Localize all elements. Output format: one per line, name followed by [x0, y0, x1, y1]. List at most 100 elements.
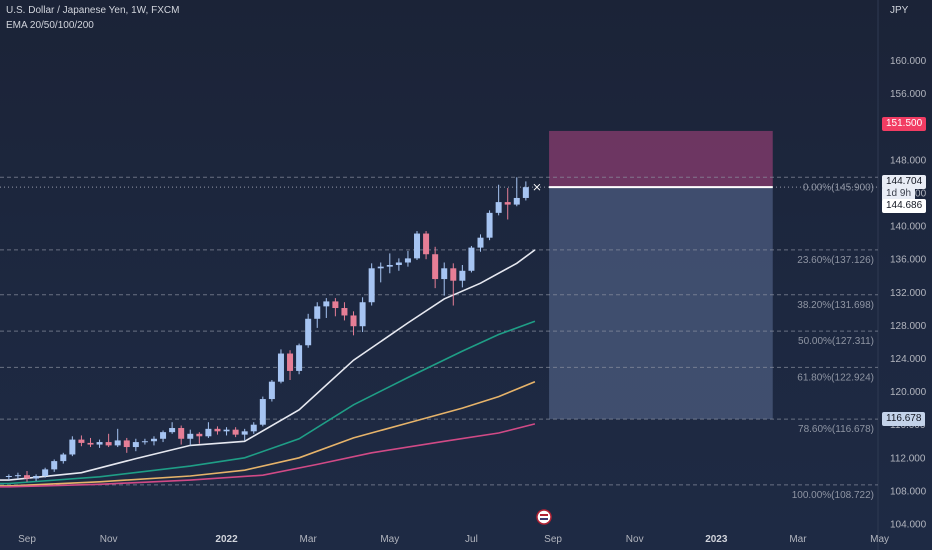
price-axis-tick-label: 156.000: [890, 89, 927, 100]
candle-body[interactable]: [141, 441, 148, 443]
time-axis-tick-label: Sep: [544, 534, 562, 545]
candle-body[interactable]: [277, 353, 284, 382]
indicator-legend[interactable]: EMA 20/50/100/200: [6, 20, 94, 31]
time-axis-tick-label: Jul: [465, 534, 478, 545]
candle-body[interactable]: [296, 345, 303, 371]
time-axis-tick-label: Nov: [626, 534, 644, 545]
ema-50-line[interactable]: [0, 320, 536, 485]
ema-20-line[interactable]: [0, 249, 536, 481]
cursor-marker-icon: [533, 183, 541, 191]
candle-body[interactable]: [314, 306, 321, 319]
candle-body[interactable]: [513, 197, 520, 205]
risk-zone[interactable]: [549, 130, 773, 188]
candle-body[interactable]: [377, 266, 384, 269]
candle-body[interactable]: [150, 438, 157, 442]
candle-body[interactable]: [259, 399, 266, 425]
ema-100-line[interactable]: [0, 380, 536, 487]
candle-body[interactable]: [123, 440, 130, 448]
fib-level-label: 100.00%(108.722): [792, 490, 874, 501]
candle-body[interactable]: [232, 429, 239, 435]
bar-countdown-tag: 1d 9h: [882, 187, 916, 201]
price-axis-tick-label: 112.000: [890, 453, 926, 464]
take-profit-price-tag: 116.678: [882, 412, 926, 426]
candle-body[interactable]: [423, 233, 430, 255]
time-axis-tick-label: Mar: [789, 534, 807, 545]
candle-body[interactable]: [60, 454, 67, 462]
candle-body[interactable]: [368, 268, 375, 303]
candle-body[interactable]: [341, 308, 348, 316]
candle-body[interactable]: [459, 270, 466, 281]
candle-body[interactable]: [78, 439, 85, 443]
candle-body[interactable]: [386, 264, 393, 267]
price-axis-tick-label: 128.000: [890, 321, 927, 332]
reward-zone[interactable]: [549, 187, 773, 420]
price-axis-tick-label: 132.000: [890, 288, 927, 299]
chart-title: U.S. Dollar / Japanese Yen, 1W, FXCM: [6, 5, 180, 16]
candle-body[interactable]: [468, 247, 475, 271]
flag-stripe-icon: [539, 514, 548, 516]
stop-loss-price-tag: 151.500: [882, 117, 927, 131]
candle-body[interactable]: [14, 475, 21, 477]
candle-body[interactable]: [24, 475, 30, 479]
candle-body[interactable]: [395, 262, 402, 265]
candle-body[interactable]: [96, 442, 103, 445]
candle-body[interactable]: [196, 433, 203, 437]
candle-body[interactable]: [432, 254, 439, 280]
candle-body[interactable]: [287, 353, 294, 371]
candle-body[interactable]: [223, 429, 230, 432]
economic-event-icon[interactable]: [536, 509, 552, 525]
candle-body[interactable]: [350, 315, 357, 327]
candle-body[interactable]: [169, 428, 176, 433]
candle-body[interactable]: [51, 461, 58, 470]
candle-body[interactable]: [404, 258, 411, 263]
candle-body[interactable]: [332, 301, 339, 309]
candle-body[interactable]: [450, 268, 457, 281]
candle-body[interactable]: [105, 442, 112, 446]
candle-body[interactable]: [160, 432, 167, 439]
candle-body[interactable]: [414, 233, 421, 259]
candle-body[interactable]: [250, 424, 257, 432]
fib-level-label: 50.00%(127.311): [798, 336, 874, 347]
fib-level-label: 23.60%(137.126): [797, 255, 874, 266]
candle-body[interactable]: [268, 381, 275, 400]
currency-label: JPY: [890, 5, 909, 16]
candle-body[interactable]: [33, 476, 40, 479]
candle-body[interactable]: [178, 428, 185, 439]
candle-body[interactable]: [477, 237, 484, 248]
candle-body[interactable]: [241, 431, 248, 435]
candle-body[interactable]: [486, 212, 493, 238]
time-axis-tick-label: May: [870, 534, 889, 545]
price-axis-tick-label: 136.000: [890, 255, 927, 266]
candle-body[interactable]: [214, 428, 221, 432]
candle-body[interactable]: [495, 202, 502, 213]
fib-level-label: 38.20%(131.698): [797, 300, 874, 311]
candle-body[interactable]: [87, 442, 94, 445]
time-axis-tick-label: May: [380, 534, 399, 545]
candle-body[interactable]: [5, 476, 12, 478]
candle-body[interactable]: [522, 187, 529, 198]
fib-level-label: 78.60%(116.678): [798, 424, 874, 435]
candle-body[interactable]: [69, 439, 76, 455]
price-axis-tick-label: 120.000: [890, 387, 927, 398]
price-axis-tick-label: 104.000: [890, 520, 927, 531]
candle-body[interactable]: [504, 202, 511, 205]
price-axis-tick-label: 148.000: [890, 155, 927, 166]
candle-body[interactable]: [114, 440, 121, 446]
price-axis-tick-label: 160.000: [890, 56, 927, 67]
time-axis-tick-label: Nov: [100, 534, 118, 545]
fib-level-label: 0.00%(145.900): [803, 182, 874, 193]
candle-body[interactable]: [359, 302, 366, 327]
prev-close-tag: 144.686: [882, 199, 927, 213]
price-axis-tick-label: 124.000: [890, 354, 927, 365]
candle-body[interactable]: [187, 433, 194, 439]
candle-body[interactable]: [132, 442, 139, 448]
time-axis-tick-label: Sep: [18, 534, 36, 545]
ema-200-line[interactable]: [0, 423, 536, 488]
candle-body[interactable]: [205, 428, 212, 437]
candle-body[interactable]: [42, 469, 49, 477]
candle-body[interactable]: [323, 301, 330, 307]
candle-body[interactable]: [305, 318, 312, 346]
time-axis-tick-label: 2022: [215, 534, 238, 545]
candle-body[interactable]: [441, 268, 448, 280]
